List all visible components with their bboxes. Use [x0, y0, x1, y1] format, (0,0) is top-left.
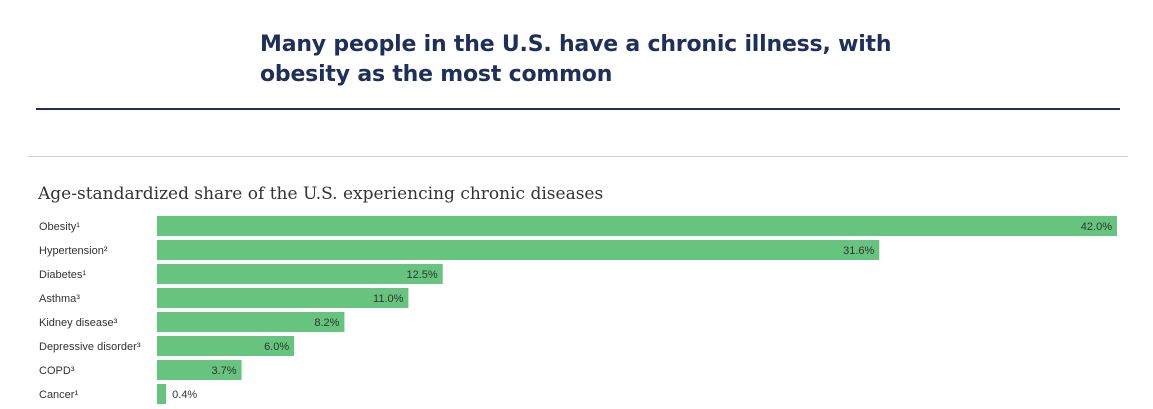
category-label: Kidney disease³ [39, 317, 118, 329]
bar [157, 240, 880, 260]
category-label: Diabetes¹ [39, 269, 86, 281]
bar [157, 360, 242, 380]
bar [157, 384, 167, 404]
category-label: Hypertension² [39, 245, 108, 257]
bar-chart: Obesity¹ 42.0% Hypertension² 31.6% Diabetes¹… [39, 216, 1117, 404]
page-title: Many people in the U.S. have a chronic i… [260, 32, 892, 87]
section-divider [28, 156, 1128, 157]
data-label: 3.7% [211, 365, 236, 377]
data-label: 42.0% [1081, 221, 1112, 233]
data-label: 0.4% [172, 389, 197, 401]
category-label: Cancer¹ [39, 389, 78, 401]
category-label: Asthma³ [39, 293, 80, 305]
bar [157, 216, 1117, 236]
data-label: 12.5% [407, 269, 438, 281]
category-label: Obesity¹ [39, 221, 80, 233]
bar [157, 264, 443, 284]
data-label: 31.6% [843, 245, 874, 257]
data-label: 6.0% [264, 341, 289, 353]
chart-title: Age-standardized share of the U.S. exper… [38, 184, 604, 204]
data-label: 11.0% [373, 293, 404, 305]
category-label: COPD³ [39, 365, 75, 377]
bar [157, 336, 295, 356]
bar [157, 288, 409, 308]
data-label: 8.2% [314, 317, 339, 329]
category-label: Depressive disorder³ [39, 341, 141, 353]
title-divider [36, 108, 1120, 110]
bar [157, 312, 345, 332]
